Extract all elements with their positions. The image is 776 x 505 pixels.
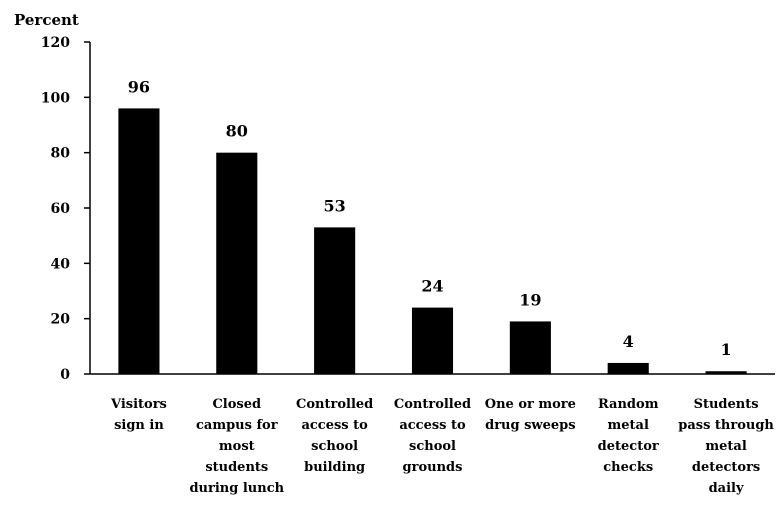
category-label: Closed campus for most students during lunch [189,397,284,496]
bar [216,152,258,374]
category-label: Controlled access to school building [296,397,373,475]
category-label: One or more drug sweeps [485,397,576,433]
y-tick-label: 60 [51,201,71,217]
bar [705,371,747,374]
data-label: 4 [623,332,634,351]
category-labels: Visitors sign in Closed campus for most stude… [110,397,774,496]
data-label: 96 [128,77,150,96]
category-label: Random metal detector checks [598,397,659,475]
data-label: 19 [519,290,541,309]
y-tick-label: 100 [41,90,70,106]
y-tick-label: 80 [51,146,71,162]
data-label: 1 [721,340,732,359]
bar [118,108,160,375]
data-label: 24 [421,277,443,296]
bars [118,108,747,375]
bar [411,307,454,374]
category-label: Students pass through metal detectors daily [678,397,774,496]
y-axis-label: Percent [14,11,79,29]
y-tick-label: 20 [51,312,71,328]
category-label: Controlled access to school grounds [394,397,471,475]
bar [607,362,649,374]
y-axis-ticks: 0 20 40 60 80 100 120 [41,35,90,383]
bar [314,227,356,374]
data-labels: 96 80 53 24 19 4 1 [128,77,732,359]
y-tick-label: 120 [41,35,70,51]
y-tick-label: 40 [51,256,71,272]
data-label: 53 [324,196,346,215]
bar [509,321,551,374]
y-tick-label: 0 [60,367,70,383]
category-label: Visitors sign in [110,397,167,433]
data-label: 80 [226,122,248,141]
